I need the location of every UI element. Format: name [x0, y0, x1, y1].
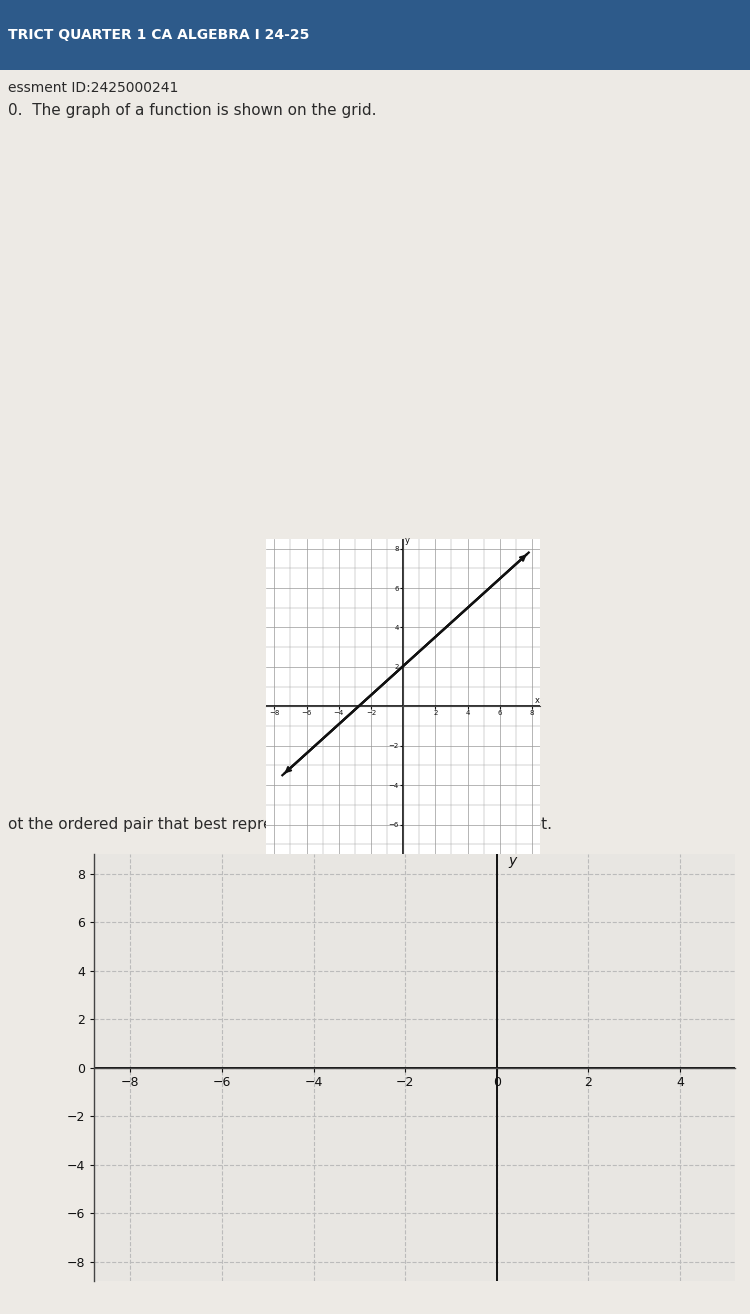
Text: ot the ordered pair that best represents the location of the y-intercept.: ot the ordered pair that best represents…	[8, 816, 552, 832]
Text: 0.  The graph of a function is shown on the grid.: 0. The graph of a function is shown on t…	[8, 102, 376, 117]
Bar	[0, 0, 750, 70]
Text: y: y	[405, 536, 410, 544]
Text: x: x	[536, 696, 540, 704]
Text: y: y	[515, 845, 524, 859]
Text: essment ID:2425000241: essment ID:2425000241	[8, 81, 178, 95]
Text: y: y	[509, 854, 517, 869]
Text: TRICT QUARTER 1 CA ALGEBRA I 24-25: TRICT QUARTER 1 CA ALGEBRA I 24-25	[8, 28, 309, 42]
Text: Graphing: Graphing	[337, 837, 413, 855]
